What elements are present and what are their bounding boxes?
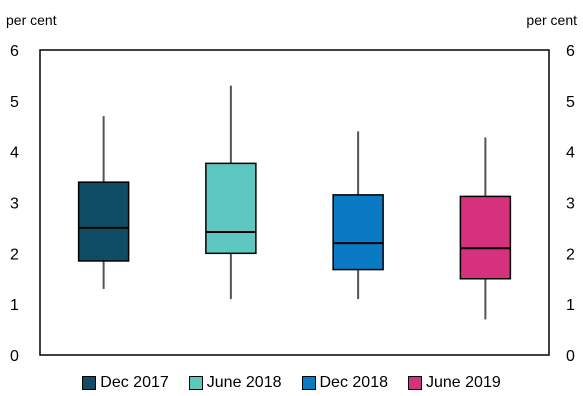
box-iqr [332, 194, 384, 271]
y-tick-label-left: 3 [10, 196, 19, 213]
y-tick-label-left: 6 [10, 43, 19, 60]
legend-label: Dec 2018 [319, 374, 389, 391]
y-tick-label-right: 3 [566, 196, 575, 213]
legend-swatch [301, 376, 316, 390]
y-tick-label-left: 2 [10, 246, 19, 263]
legend-item: June 2019 [408, 374, 501, 392]
y-tick-label-left: 1 [10, 297, 19, 314]
legend-label: Dec 2017 [100, 374, 169, 391]
legend-swatch [188, 376, 203, 390]
legend-item: Dec 2017 [82, 374, 169, 392]
legend-item: Dec 2018 [301, 374, 389, 392]
plot-frame [39, 49, 550, 356]
y-tick-label-left: 0 [10, 348, 19, 365]
legend-item: June 2018 [188, 374, 282, 392]
left-axis-ticks: 0 1 2 3 4 5 6 [10, 43, 19, 365]
y-tick-label-right: 1 [566, 297, 575, 314]
right-axis-unit-label: per cent [526, 12, 577, 28]
legend-label: June 2018 [206, 374, 282, 391]
chart-legend: Dec 2017 June 2018 Dec 2018 June 2019 [0, 374, 583, 392]
box-plot-chart: 0 1 2 3 4 5 6 0 1 2 3 4 5 6 [10, 43, 575, 365]
legend-swatch [408, 376, 422, 390]
box-iqr [77, 181, 130, 262]
legend-label: June 2019 [426, 374, 501, 391]
box-series [77, 85, 512, 320]
box-iqr [205, 162, 257, 255]
right-axis-ticks: 0 1 2 3 4 5 6 [566, 43, 575, 365]
y-tick-label-left: 5 [10, 94, 19, 111]
y-tick-label-right: 0 [566, 348, 575, 365]
y-tick-label-right: 2 [566, 246, 575, 263]
y-tick-label-left: 4 [10, 145, 19, 162]
y-tick-label-right: 5 [566, 94, 575, 111]
left-axis-unit-label: per cent [6, 12, 57, 28]
box-iqr [459, 195, 512, 280]
y-tick-label-right: 4 [566, 145, 575, 162]
legend-swatch [82, 376, 97, 390]
y-tick-label-right: 6 [566, 43, 575, 60]
